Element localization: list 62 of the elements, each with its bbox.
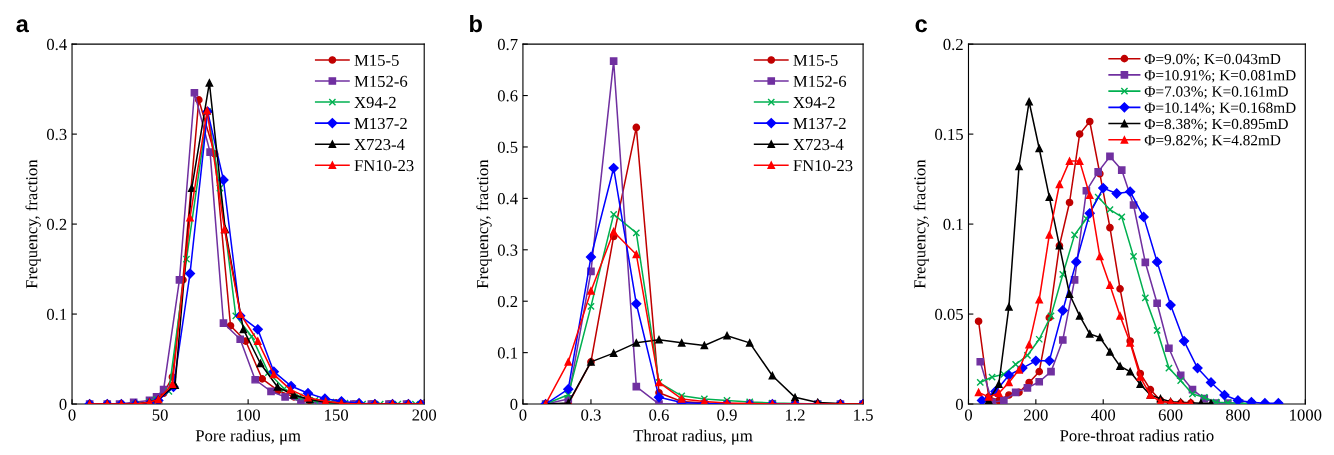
legend-label: Φ=10.91%; K=0.081mD bbox=[1144, 70, 1296, 83]
legend-label: X94-2 bbox=[793, 96, 835, 109]
y-tick-label: 0.5 bbox=[497, 141, 518, 153]
legend-label: FN10-23 bbox=[354, 159, 414, 172]
x-tick-label: 600 bbox=[1158, 409, 1183, 421]
x-tick-label: 100 bbox=[237, 409, 260, 421]
y-tick-label: 0.1 bbox=[943, 218, 963, 231]
y-tick-label: 0 bbox=[510, 398, 518, 410]
x-tick-label: 150 bbox=[325, 409, 349, 421]
y-tick-label: 0.2 bbox=[497, 295, 518, 308]
x-tick-label: 1.5 bbox=[854, 409, 873, 421]
y-axis-title: Frequency, fraction bbox=[476, 159, 492, 289]
legend-label: Φ=9.82%; K=4.82mD bbox=[1144, 135, 1281, 148]
legend-label: M137-2 bbox=[354, 117, 407, 130]
x-tick-label: 1000 bbox=[1290, 409, 1322, 421]
y-tick-label: 0.4 bbox=[497, 193, 518, 205]
x-axis-title: Throat radius, μm bbox=[633, 429, 753, 445]
y-tick-label: 0 bbox=[955, 398, 963, 410]
y-axis-title: Frequency, fraction bbox=[913, 159, 929, 289]
y-tick-label: 0.3 bbox=[497, 244, 518, 256]
x-tick-label: 1.2 bbox=[786, 409, 805, 421]
x-axis-title: Pore-throat radius ratio bbox=[1060, 429, 1214, 442]
y-tick-label: 0.15 bbox=[935, 128, 963, 141]
legend-label: X723-4 bbox=[354, 138, 405, 151]
legend-label: Φ=7.03%; K=0.161mD bbox=[1144, 86, 1288, 99]
x-tick-label: 0.3 bbox=[581, 409, 601, 421]
y-tick-label: 0.3 bbox=[46, 128, 67, 141]
y-tick-label: 0.1 bbox=[46, 308, 67, 321]
x-tick-label: 0 bbox=[964, 409, 973, 421]
chart-title: a bbox=[16, 19, 29, 33]
x-tick-label: 0.9 bbox=[717, 409, 737, 421]
y-tick-label: 0.7 bbox=[497, 38, 518, 51]
x-tick-label: 200 bbox=[1024, 409, 1048, 421]
x-tick-label: 0.6 bbox=[649, 409, 669, 421]
y-tick-label: 0 bbox=[59, 398, 67, 410]
x-tick-label: 800 bbox=[1226, 409, 1250, 421]
y-tick-label: 0.2 bbox=[46, 218, 67, 231]
legend-label: M137-2 bbox=[793, 117, 846, 130]
y-tick-label: 0.05 bbox=[935, 308, 963, 321]
legend-label: M152-6 bbox=[354, 75, 408, 88]
legend-label: X723-4 bbox=[793, 138, 844, 151]
chart-title: c bbox=[915, 19, 928, 33]
x-tick-label: 0 bbox=[68, 409, 76, 421]
y-tick-label: 0.2 bbox=[943, 38, 963, 51]
x-tick-label: 200 bbox=[412, 409, 437, 421]
chart-title: b bbox=[470, 14, 482, 33]
y-tick-label: 0.4 bbox=[46, 38, 67, 51]
legend-label: M15-5 bbox=[354, 54, 399, 66]
x-tick-label: 50 bbox=[152, 409, 168, 421]
y-tick-label: 0.6 bbox=[497, 90, 518, 102]
legend-label: X94-2 bbox=[354, 96, 396, 109]
legend-label: Φ=9.0%; K=0.043mD bbox=[1144, 53, 1281, 67]
legend-label: M15-5 bbox=[793, 54, 838, 66]
y-axis-title: Frequency, fraction bbox=[25, 159, 41, 289]
x-tick-label: 0 bbox=[519, 409, 527, 421]
legend-label: Φ=10.14%; K=0.168mD bbox=[1144, 102, 1296, 116]
x-tick-label: 400 bbox=[1091, 409, 1116, 421]
x-axis-title: Pore radius, μm bbox=[195, 429, 301, 445]
legend-label: FN10-23 bbox=[793, 159, 853, 172]
legend-label: Φ=8.38%; K=0.895mD bbox=[1144, 118, 1288, 132]
y-tick-label: 0.1 bbox=[497, 347, 518, 359]
legend-label: M152-6 bbox=[793, 75, 847, 88]
